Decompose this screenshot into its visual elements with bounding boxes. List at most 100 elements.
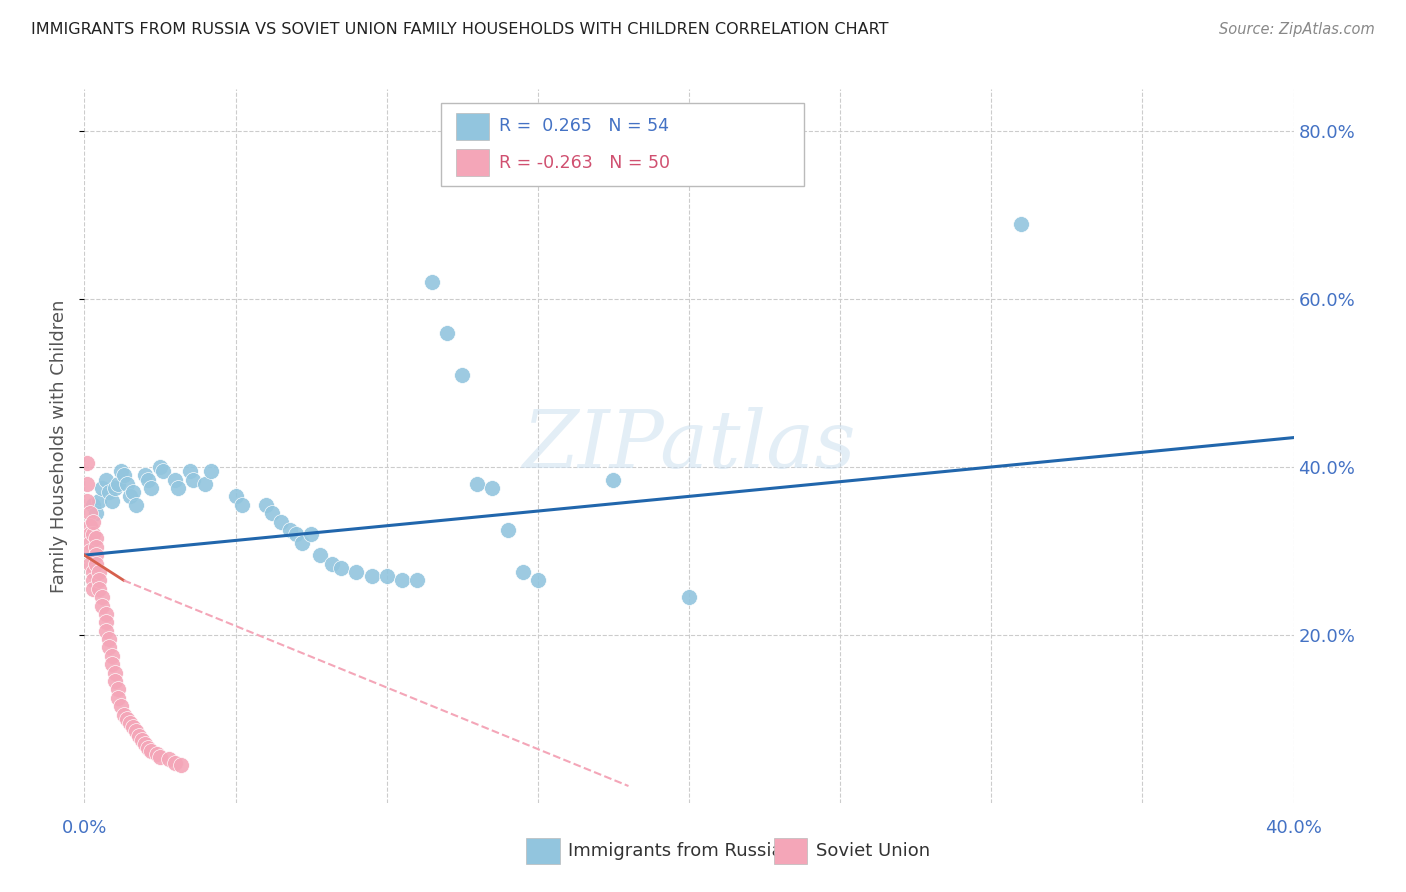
Point <box>167 481 190 495</box>
Point <box>125 724 148 739</box>
Point <box>86 506 108 520</box>
Point <box>136 741 159 756</box>
Point <box>134 468 156 483</box>
Point <box>94 624 117 638</box>
Point <box>110 699 132 714</box>
Point <box>602 473 624 487</box>
Point <box>299 527 322 541</box>
Point <box>89 574 111 588</box>
Text: Soviet Union: Soviet Union <box>815 842 929 860</box>
Point <box>94 607 117 621</box>
Point <box>104 481 127 495</box>
Point <box>165 756 187 770</box>
Point <box>82 527 104 541</box>
Point <box>76 476 98 491</box>
Point <box>527 574 550 588</box>
Point <box>270 515 292 529</box>
Point <box>110 464 132 478</box>
Point <box>152 464 174 478</box>
Point <box>391 574 413 588</box>
Point <box>125 498 148 512</box>
Point <box>131 732 153 747</box>
Point <box>82 515 104 529</box>
Bar <box>773 838 807 864</box>
Bar <box>456 113 489 140</box>
Y-axis label: Family Households with Children: Family Households with Children <box>51 300 69 592</box>
Text: R =  0.265   N = 54: R = 0.265 N = 54 <box>499 118 669 136</box>
Point <box>496 523 519 537</box>
Point <box>107 682 129 697</box>
Point <box>157 752 180 766</box>
Point <box>115 476 138 491</box>
Point <box>86 557 108 571</box>
Point <box>254 498 277 512</box>
Point <box>200 464 222 478</box>
Point <box>100 648 122 663</box>
Point <box>278 523 301 537</box>
Text: R = -0.263   N = 50: R = -0.263 N = 50 <box>499 153 671 171</box>
Point <box>128 729 150 743</box>
Point <box>121 485 143 500</box>
Point <box>1011 217 1033 231</box>
Point <box>225 489 247 503</box>
Point <box>149 749 172 764</box>
Point <box>107 690 129 705</box>
Point <box>146 747 169 761</box>
Point <box>82 582 104 596</box>
Point <box>121 720 143 734</box>
Point <box>89 493 111 508</box>
Point <box>86 532 108 546</box>
Point <box>100 657 122 672</box>
Point <box>112 468 135 483</box>
Point <box>436 326 458 340</box>
Point <box>330 560 353 574</box>
Point <box>139 481 162 495</box>
Point <box>179 464 201 478</box>
Point <box>107 476 129 491</box>
Point <box>91 590 114 604</box>
Point <box>115 712 138 726</box>
Point <box>260 506 283 520</box>
Point <box>79 527 101 541</box>
Point <box>79 535 101 549</box>
Point <box>512 565 534 579</box>
Point <box>309 548 332 562</box>
Point <box>104 674 127 689</box>
Point <box>76 456 98 470</box>
Point <box>86 540 108 554</box>
Point <box>79 506 101 520</box>
Point <box>97 485 120 500</box>
Point <box>360 569 382 583</box>
Point <box>97 632 120 646</box>
Point <box>420 275 443 289</box>
Point <box>165 473 187 487</box>
Point <box>451 368 474 382</box>
Point <box>76 493 98 508</box>
Point <box>134 737 156 751</box>
Point <box>79 557 101 571</box>
Point <box>194 476 217 491</box>
Point <box>170 758 193 772</box>
Point <box>112 707 135 722</box>
Point <box>181 473 204 487</box>
Point <box>82 498 104 512</box>
Text: Immigrants from Russia: Immigrants from Russia <box>568 842 783 860</box>
Point <box>346 565 368 579</box>
Text: IMMIGRANTS FROM RUSSIA VS SOVIET UNION FAMILY HOUSEHOLDS WITH CHILDREN CORRELATI: IMMIGRANTS FROM RUSSIA VS SOVIET UNION F… <box>31 22 889 37</box>
Bar <box>441 103 804 186</box>
Point <box>89 565 111 579</box>
Point <box>82 565 104 579</box>
Bar <box>456 149 489 176</box>
Point <box>86 548 108 562</box>
Text: ZIPatlas: ZIPatlas <box>522 408 856 484</box>
Point <box>149 460 172 475</box>
Point <box>678 590 700 604</box>
Point <box>285 527 308 541</box>
Point <box>406 574 429 588</box>
Point <box>104 665 127 680</box>
Point <box>89 582 111 596</box>
Bar <box>526 838 560 864</box>
Point <box>375 569 398 583</box>
Text: Source: ZipAtlas.com: Source: ZipAtlas.com <box>1219 22 1375 37</box>
Point <box>91 481 114 495</box>
